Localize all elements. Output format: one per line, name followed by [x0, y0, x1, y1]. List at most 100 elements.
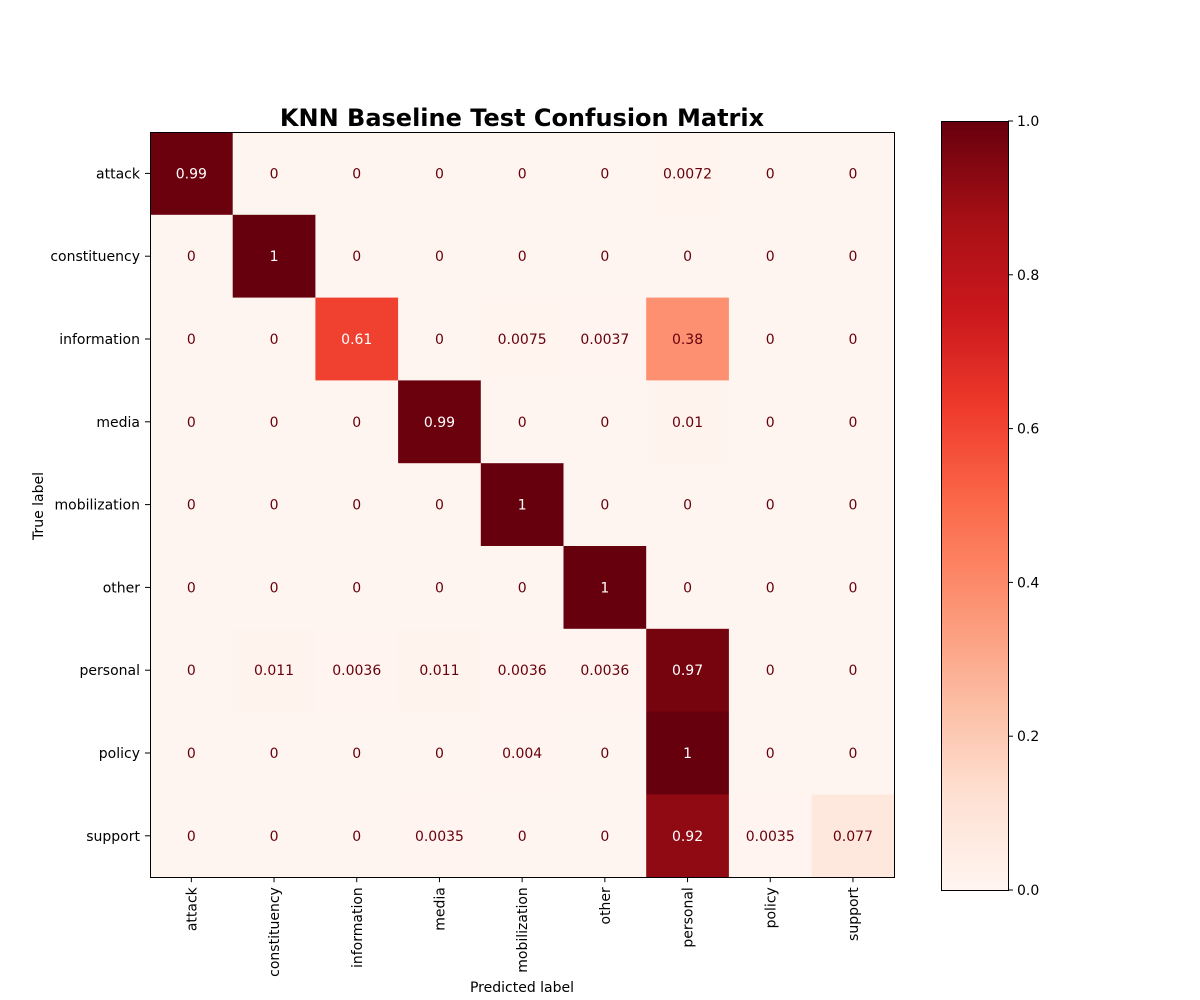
cell-value-label: 0.0036: [332, 663, 381, 679]
cell-value-label: 0.0036: [498, 663, 547, 679]
matrix-cell: [315, 380, 399, 464]
matrix-cell: [728, 711, 813, 795]
cell-value-label: 0.99: [424, 415, 455, 431]
cell-value-label: 0: [352, 580, 361, 596]
matrix-cell: [480, 132, 565, 216]
matrix-cell: [563, 794, 647, 878]
matrix-cell: [563, 380, 647, 464]
cell-value-label: 0: [766, 580, 775, 596]
matrix-cell: [398, 463, 482, 547]
cell-value-label: 0: [600, 498, 609, 514]
matrix-cell: [398, 546, 482, 630]
cell-value-label: 0: [435, 580, 444, 596]
cell-value-label: 0: [270, 166, 279, 182]
y-tick-label: attack: [96, 166, 141, 182]
cell-value-label: 0: [187, 829, 196, 845]
matrix-cell: [480, 794, 565, 878]
matrix-cell: [480, 628, 565, 713]
y-tick-label: support: [86, 829, 140, 845]
matrix-cell: [315, 546, 399, 630]
matrix-cell: [315, 628, 399, 713]
cell-value-label: 0: [848, 580, 857, 596]
matrix-cell: [646, 546, 730, 630]
matrix-cell: [646, 214, 730, 299]
cell-value-label: 0: [518, 415, 527, 431]
cell-value-label: 0: [435, 746, 444, 762]
colorbar-ticks: 0.0 0.2 0.4 0.6 0.8 1.0: [1008, 114, 1039, 899]
matrix-cell: [480, 297, 565, 381]
matrix-cell: [728, 546, 813, 630]
cell-value-label: 0: [848, 332, 857, 348]
matrix-cell: [480, 463, 565, 547]
matrix-cell: [315, 463, 399, 547]
cell-value-label: 0: [270, 580, 279, 596]
colorbar-tick-label: 0.4: [1017, 575, 1039, 591]
y-tick-label: constituency: [50, 249, 140, 265]
cell-value-label: 0.0072: [663, 166, 712, 182]
matrix-cell: [563, 463, 647, 547]
cell-value-label: 1: [270, 249, 279, 265]
cell-value-label: 0.92: [672, 829, 703, 845]
cell-value-label: 0: [848, 746, 857, 762]
matrix-cell: [232, 380, 316, 464]
cell-value-label: 0: [600, 249, 609, 265]
matrix-cell: [646, 711, 730, 795]
matrix-cell: [646, 380, 730, 464]
matrix-cell: [811, 297, 895, 381]
cell-value-label: 1: [600, 580, 609, 596]
x-tick-label: mobilization: [515, 887, 531, 973]
matrix-cell: [398, 628, 482, 713]
cell-value-label: 0: [352, 415, 361, 431]
matrix-cell: [728, 297, 813, 381]
matrix-cell: [315, 132, 399, 216]
matrix-cell: [232, 628, 316, 713]
matrix-cells: [150, 132, 895, 878]
cell-value-label: 0: [848, 498, 857, 514]
matrix-cell: [646, 297, 730, 381]
cell-value-label: 0: [848, 249, 857, 265]
y-tick-label: mobilization: [54, 498, 140, 514]
matrix-cell: [563, 628, 647, 713]
x-tick-label: attack: [184, 886, 200, 931]
cell-value-label: 0: [848, 166, 857, 182]
matrix-cell: [315, 297, 399, 381]
cell-value-label: 0: [766, 249, 775, 265]
matrix-cell: [728, 380, 813, 464]
cell-value-label: 0: [766, 498, 775, 514]
matrix-cell: [150, 380, 234, 464]
matrix-cell: [728, 132, 813, 216]
chart-title: KNN Baseline Test Confusion Matrix: [280, 104, 765, 132]
matrix-cell: [563, 132, 647, 216]
cell-value-label: 0: [766, 415, 775, 431]
cell-value-label: 0: [766, 166, 775, 182]
cell-value-label: 1: [683, 746, 692, 762]
matrix-cell: [150, 711, 234, 795]
x-tick-label: media: [432, 887, 448, 931]
cell-value-label: 0: [766, 332, 775, 348]
matrix-cell: [811, 463, 895, 547]
cell-value-label: 0: [187, 415, 196, 431]
matrix-cell: [728, 628, 813, 713]
cell-value-label: 0.011: [254, 663, 294, 679]
cell-value-label: 0: [518, 829, 527, 845]
colorbar-tick-label: 0.8: [1017, 268, 1039, 284]
y-axis-ticks: attack constituency information media mobili…: [50, 166, 150, 845]
matrix-cell: [646, 132, 730, 216]
matrix-cell: [811, 711, 895, 795]
cell-value-label: 0: [352, 829, 361, 845]
matrix-cell: [480, 711, 565, 795]
cell-value-label: 0: [270, 415, 279, 431]
x-tick-label: personal: [681, 887, 697, 947]
cell-value-label: 0: [518, 249, 527, 265]
x-tick-label: constituency: [267, 887, 283, 977]
matrix-cell: [811, 132, 895, 216]
y-tick-label: personal: [80, 663, 140, 679]
colorbar-tick-label: 1.0: [1017, 114, 1039, 130]
cell-value-label: 0.0037: [580, 332, 629, 348]
matrix-cell: [646, 463, 730, 547]
cell-value-label: 0: [187, 249, 196, 265]
matrix-cell: [480, 546, 565, 630]
cell-value-label: 0: [270, 498, 279, 514]
matrix-cell: [728, 463, 813, 547]
matrix-cell: [811, 794, 895, 878]
